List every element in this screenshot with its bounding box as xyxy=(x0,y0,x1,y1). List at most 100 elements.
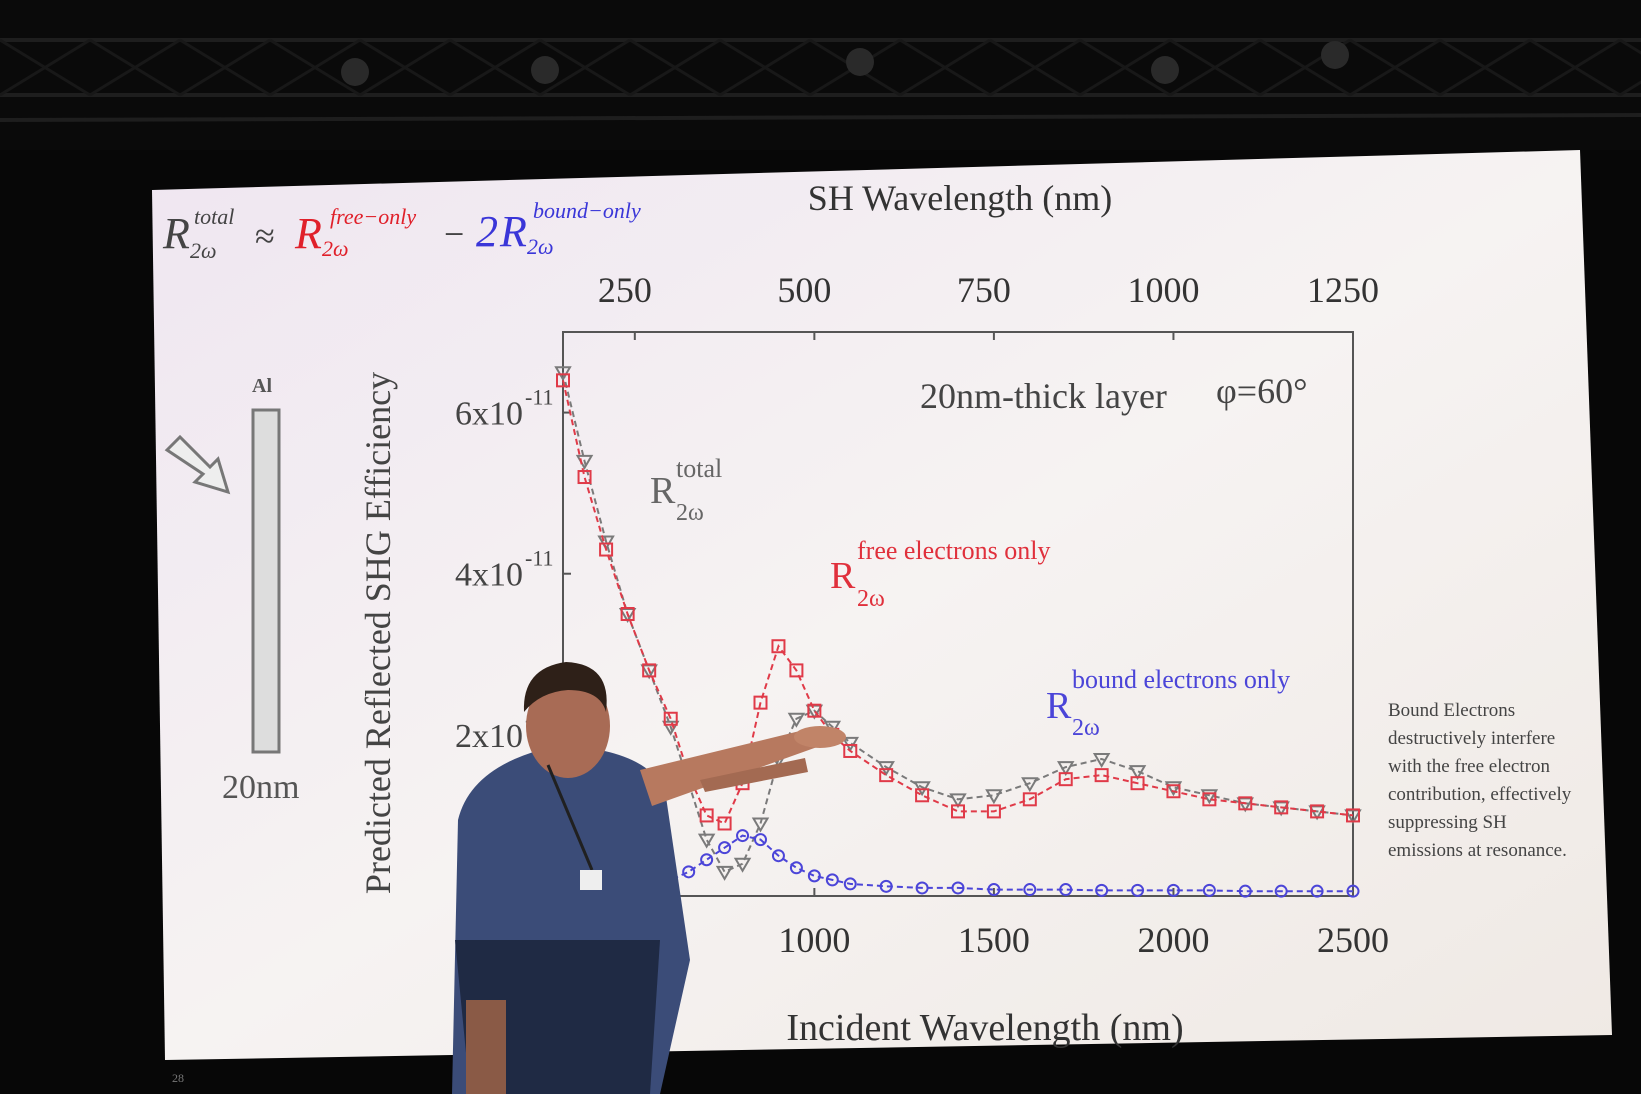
point-free xyxy=(556,373,570,388)
point-free xyxy=(1202,792,1217,807)
label-total: R total 2ω xyxy=(650,454,722,526)
point-bound xyxy=(915,881,929,895)
equation-term2-sup: bound−only xyxy=(533,198,641,223)
x-tick-label: 2500 xyxy=(1317,920,1389,960)
point-bound xyxy=(1095,883,1109,897)
material-label: Al xyxy=(252,375,272,397)
point-bound xyxy=(879,879,893,893)
label-free-sub: 2ω xyxy=(857,586,885,612)
y-tick-label: 2x10 xyxy=(455,718,523,755)
label-bound-sub: 2ω xyxy=(1072,715,1100,741)
equation-term1: R xyxy=(294,209,322,258)
equation: R total 2ω ≈ R free−only 2ω − 2 R bound−… xyxy=(162,198,641,263)
point-total xyxy=(949,793,967,809)
label-total-sup: total xyxy=(676,454,722,483)
point-bound xyxy=(1310,884,1324,898)
point-free xyxy=(879,768,894,783)
series-line-bound xyxy=(562,834,1353,893)
point-bound xyxy=(825,873,839,887)
side-note: Bound Electrons destructively interfere … xyxy=(1388,700,1572,861)
side-note-line: emissions at resonance. xyxy=(1388,840,1567,861)
point-bound xyxy=(1059,883,1073,897)
label-bound-sup: bound electrons only xyxy=(1072,665,1290,694)
point-free xyxy=(771,639,786,654)
equation-term2-sub: 2ω xyxy=(527,234,554,259)
plot-frame xyxy=(562,331,1354,897)
point-bound xyxy=(1274,884,1288,898)
label-bound: R bound electrons only 2ω xyxy=(1046,665,1290,741)
point-free xyxy=(915,788,930,803)
side-note-line: Bound Electrons xyxy=(1388,700,1515,721)
point-bound xyxy=(1346,884,1360,898)
point-bound xyxy=(1238,884,1252,898)
stage-truss xyxy=(0,0,1641,150)
point-bound xyxy=(682,865,696,879)
equation-minus: − xyxy=(444,214,464,254)
point-free xyxy=(599,542,614,557)
point-bound xyxy=(1202,883,1216,897)
side-note-line: destructively interfere xyxy=(1388,728,1555,749)
point-bound xyxy=(718,841,732,855)
point-free xyxy=(1094,768,1109,783)
point-free xyxy=(807,703,822,718)
thickness-label: 20nm xyxy=(222,769,299,806)
top-axis-ticks: 250 500 750 1000 1250 xyxy=(598,270,1379,340)
top-tick-label: 250 xyxy=(598,270,652,310)
point-total xyxy=(733,857,752,873)
point-free xyxy=(1346,808,1360,823)
label-free: R free electrons only 2ω xyxy=(830,536,1050,612)
point-free xyxy=(642,663,657,678)
point-bound xyxy=(1023,883,1037,897)
incident-light-arrow-icon xyxy=(164,434,231,495)
equation-term1-sub: 2ω xyxy=(322,236,349,261)
point-total xyxy=(985,789,1003,805)
x-tick-label: 1000 xyxy=(778,920,850,960)
point-bound xyxy=(736,829,750,843)
label-free-symbol: R xyxy=(830,555,856,597)
top-tick-label: 1000 xyxy=(1127,270,1199,310)
side-note-line: with the free electron xyxy=(1388,756,1550,777)
equation-term2-coef: 2 xyxy=(476,207,498,256)
point-bound xyxy=(807,869,821,883)
slide-number: 28 xyxy=(172,1071,184,1085)
point-total xyxy=(1056,761,1075,777)
point-total xyxy=(1164,781,1183,797)
y-tick-label: 4x10 xyxy=(455,557,523,594)
point-total xyxy=(715,865,734,881)
top-axis-title: SH Wavelength (nm) xyxy=(808,178,1112,218)
y-tick-exponent: -11 xyxy=(525,546,554,571)
equation-term1-sup: free−only xyxy=(330,204,416,229)
aluminum-slab xyxy=(251,408,281,754)
top-tick-label: 750 xyxy=(957,270,1011,310)
point-total xyxy=(1128,765,1147,781)
y-tick-exponent: -11 xyxy=(525,385,554,410)
point-bound xyxy=(700,853,714,867)
presenter-figure xyxy=(452,662,846,1094)
side-note-line: suppressing SH xyxy=(1388,812,1507,833)
point-free xyxy=(663,711,678,726)
point-bound xyxy=(951,881,965,895)
equation-lhs: R xyxy=(162,209,190,258)
layer-schematic: Al 20nm xyxy=(164,375,299,806)
side-note-line: contribution, effectively xyxy=(1388,784,1572,805)
top-tick-label: 500 xyxy=(777,270,831,310)
x-tick-label: 2000 xyxy=(1137,920,1209,960)
point-free xyxy=(1310,804,1325,819)
point-free xyxy=(577,470,592,485)
point-bound xyxy=(789,861,803,875)
point-free xyxy=(699,808,714,823)
point-free xyxy=(951,804,965,819)
y-tick-label: 6x10 xyxy=(455,396,523,433)
point-total xyxy=(877,761,895,777)
point-free xyxy=(1274,800,1289,815)
label-free-sup: free electrons only xyxy=(857,536,1050,565)
top-tick-label: 1250 xyxy=(1307,270,1379,310)
point-free xyxy=(620,607,635,621)
label-total-sub: 2ω xyxy=(676,500,704,526)
point-free xyxy=(986,804,1001,819)
x-axis-title: Incident Wavelength (nm) xyxy=(786,1007,1183,1049)
point-bound xyxy=(754,833,767,847)
label-bound-symbol: R xyxy=(1046,685,1072,727)
point-free xyxy=(843,743,858,758)
point-bound xyxy=(843,877,857,891)
